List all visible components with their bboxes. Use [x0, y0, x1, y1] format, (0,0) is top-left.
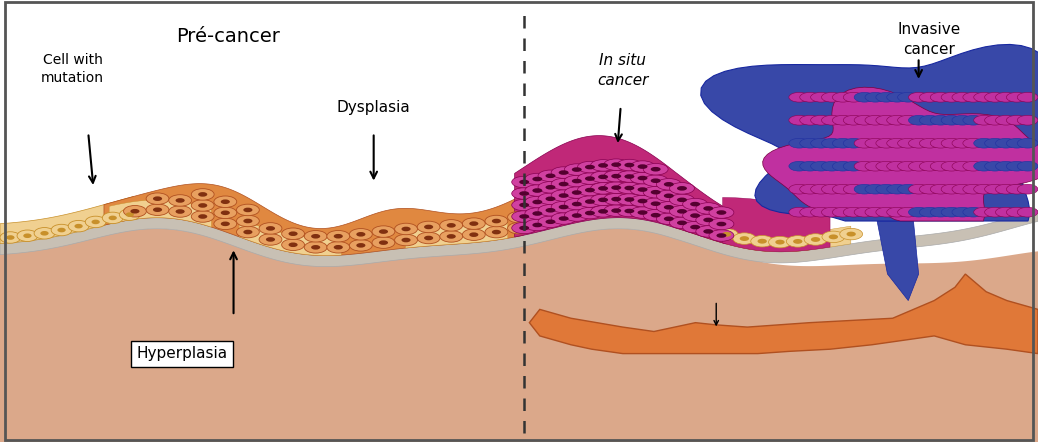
Ellipse shape: [690, 225, 700, 229]
Ellipse shape: [974, 207, 994, 217]
Ellipse shape: [865, 92, 885, 102]
Ellipse shape: [153, 207, 162, 212]
Ellipse shape: [23, 233, 31, 238]
Ellipse shape: [109, 216, 117, 220]
Ellipse shape: [637, 187, 648, 192]
Ellipse shape: [865, 115, 885, 125]
Ellipse shape: [664, 194, 674, 198]
Ellipse shape: [821, 92, 842, 102]
Ellipse shape: [327, 230, 350, 242]
Ellipse shape: [941, 207, 962, 217]
Ellipse shape: [585, 211, 595, 215]
Ellipse shape: [832, 207, 853, 217]
Ellipse shape: [843, 207, 864, 217]
Ellipse shape: [995, 115, 1016, 125]
Ellipse shape: [651, 179, 660, 183]
Ellipse shape: [153, 196, 162, 201]
Ellipse shape: [683, 210, 708, 221]
Ellipse shape: [721, 232, 731, 237]
Ellipse shape: [462, 229, 485, 240]
Ellipse shape: [577, 161, 602, 173]
Polygon shape: [529, 274, 1038, 354]
Ellipse shape: [598, 175, 608, 179]
Ellipse shape: [356, 232, 365, 236]
Ellipse shape: [715, 229, 738, 240]
Ellipse shape: [995, 138, 1016, 148]
Ellipse shape: [175, 209, 185, 214]
Ellipse shape: [519, 180, 529, 184]
Ellipse shape: [821, 161, 842, 171]
Ellipse shape: [221, 210, 229, 215]
Ellipse shape: [908, 207, 929, 217]
Ellipse shape: [664, 205, 674, 210]
Ellipse shape: [591, 160, 616, 171]
Ellipse shape: [656, 179, 681, 190]
Ellipse shape: [604, 159, 629, 171]
Ellipse shape: [886, 92, 907, 102]
Ellipse shape: [630, 161, 655, 172]
Ellipse shape: [995, 184, 1016, 194]
Ellipse shape: [1017, 184, 1038, 194]
Ellipse shape: [974, 184, 994, 194]
Ellipse shape: [214, 218, 237, 229]
Ellipse shape: [651, 202, 660, 206]
Ellipse shape: [832, 92, 853, 102]
Ellipse shape: [974, 138, 994, 148]
Ellipse shape: [214, 196, 237, 207]
Ellipse shape: [598, 163, 608, 168]
Ellipse shape: [886, 184, 907, 194]
Ellipse shape: [1017, 138, 1038, 148]
Ellipse shape: [630, 195, 655, 207]
Ellipse shape: [572, 167, 581, 172]
Ellipse shape: [865, 161, 885, 171]
Ellipse shape: [920, 184, 940, 194]
Ellipse shape: [237, 204, 260, 216]
Ellipse shape: [1007, 207, 1028, 217]
Ellipse shape: [952, 92, 973, 102]
Ellipse shape: [1007, 161, 1028, 171]
Ellipse shape: [709, 207, 734, 218]
Ellipse shape: [683, 221, 708, 233]
Ellipse shape: [598, 186, 608, 191]
Ellipse shape: [538, 170, 563, 182]
Ellipse shape: [519, 203, 529, 207]
Ellipse shape: [793, 239, 802, 244]
Ellipse shape: [644, 198, 668, 210]
Ellipse shape: [402, 227, 411, 231]
Ellipse shape: [625, 209, 634, 213]
Ellipse shape: [908, 184, 929, 194]
Ellipse shape: [1017, 207, 1038, 217]
Ellipse shape: [551, 213, 576, 224]
Ellipse shape: [952, 161, 973, 171]
Ellipse shape: [789, 161, 810, 171]
Ellipse shape: [546, 185, 555, 190]
Ellipse shape: [630, 207, 655, 218]
Ellipse shape: [821, 207, 842, 217]
Ellipse shape: [854, 207, 875, 217]
Ellipse shape: [617, 205, 641, 217]
Ellipse shape: [799, 184, 820, 194]
Ellipse shape: [333, 234, 343, 239]
Ellipse shape: [704, 217, 713, 222]
Ellipse shape: [289, 243, 298, 247]
Ellipse shape: [740, 236, 749, 241]
Ellipse shape: [677, 198, 687, 202]
Ellipse shape: [789, 184, 810, 194]
Ellipse shape: [1007, 92, 1028, 102]
Ellipse shape: [930, 115, 951, 125]
Ellipse shape: [611, 197, 621, 202]
Ellipse shape: [6, 235, 15, 240]
Text: Hyperplasia: Hyperplasia: [136, 346, 227, 361]
Ellipse shape: [532, 211, 542, 216]
Ellipse shape: [854, 161, 875, 171]
Ellipse shape: [525, 173, 550, 185]
Ellipse shape: [617, 194, 641, 205]
Ellipse shape: [750, 236, 773, 247]
Ellipse shape: [546, 197, 555, 201]
Polygon shape: [676, 207, 810, 252]
Ellipse shape: [198, 192, 208, 197]
Ellipse shape: [585, 165, 595, 169]
Ellipse shape: [243, 208, 252, 212]
Ellipse shape: [538, 216, 563, 228]
